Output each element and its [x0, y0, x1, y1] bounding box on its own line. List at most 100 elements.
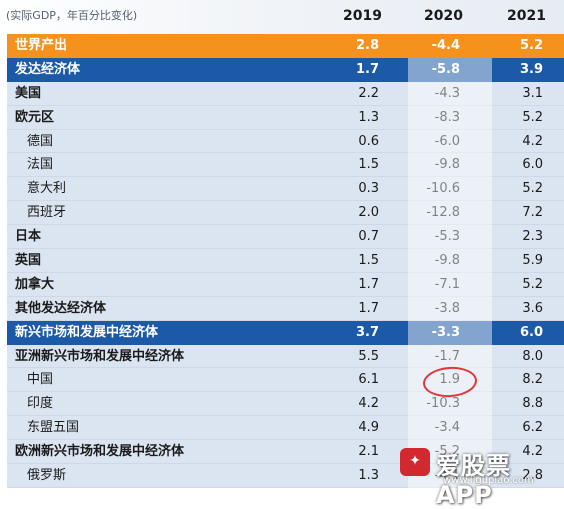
- table-row: 日本 0.7 -5.3 2.3: [7, 225, 564, 250]
- row-label: 日本: [15, 229, 42, 245]
- value-2021: 5.9: [522, 253, 543, 269]
- year-2019-header: 2019: [343, 8, 382, 24]
- table-row: 西班牙 2.0 -12.8 7.2: [7, 201, 564, 226]
- value-2021: 7.2: [522, 205, 543, 221]
- value-2019: 0.3: [358, 181, 379, 197]
- unit-note: (实际GDP，年百分比变化): [6, 9, 138, 22]
- value-2021: 5.2: [519, 38, 543, 53]
- value-2021: 3.6: [522, 300, 543, 316]
- table-row: 其他发达经济体 1.7 -3.8 3.6: [7, 296, 564, 321]
- row-label: 英国: [15, 253, 42, 269]
- table-row: 加拿大 1.7 -7.1 5.2: [7, 272, 564, 297]
- table-row: 发达经济体 1.7 -5.8 3.9: [7, 57, 564, 82]
- value-2021: 6.0: [522, 157, 543, 173]
- value-2019: 0.6: [358, 133, 379, 149]
- value-2020: -3.4: [434, 420, 460, 436]
- value-2021: 2.8: [522, 468, 543, 484]
- table-row: 亚洲新兴市场和发展中经济体 5.5 -1.7 8.0: [7, 344, 564, 369]
- value-2021: 5.2: [522, 276, 543, 292]
- value-2021: 4.2: [522, 444, 543, 460]
- value-2020: -7.1: [434, 276, 460, 292]
- gdp-table: 世界产出 2.8 -4.4 5.2 发达经济体 1.7 -5.8 3.9 美国 …: [7, 34, 564, 488]
- value-2021: 4.2: [522, 133, 543, 149]
- value-2021: 6.0: [519, 324, 543, 340]
- value-2019: 1.5: [358, 157, 379, 173]
- value-2020: -3.3: [431, 324, 460, 340]
- table-header: [0, 0, 564, 34]
- table-row: 中国 6.1 1.9 8.2: [7, 368, 564, 393]
- value-2020: -10.6: [426, 181, 460, 197]
- table-row: 欧元区 1.3 -8.3 5.2: [7, 105, 564, 130]
- value-2020: -4.4: [431, 38, 460, 53]
- row-label: 西班牙: [27, 205, 67, 221]
- row-label: 亚洲新兴市场和发展中经济体: [15, 348, 185, 364]
- value-2020: -5.8: [431, 61, 460, 77]
- value-2020: -5.3: [434, 229, 460, 245]
- value-2021: 6.2: [522, 420, 543, 436]
- value-2019: 1.3: [358, 109, 379, 125]
- value-2020: -9.8: [434, 253, 460, 269]
- app-logo-icon: ✦: [400, 448, 430, 476]
- table-row: 新兴市场和发展中经济体 3.7 -3.3 6.0: [7, 320, 564, 345]
- row-label: 世界产出: [15, 38, 68, 53]
- value-2019: 2.8: [355, 38, 379, 53]
- value-2019: 1.7: [358, 276, 379, 292]
- table-row: 世界产出 2.8 -4.4 5.2: [7, 34, 564, 58]
- row-label: 法国: [27, 157, 54, 173]
- row-label: 欧元区: [15, 109, 55, 125]
- row-label: 发达经济体: [15, 61, 81, 77]
- value-2021: 5.2: [522, 109, 543, 125]
- table-row: 意大利 0.3 -10.6 5.2: [7, 177, 564, 202]
- value-2019: 2.1: [358, 444, 379, 460]
- table-row: 德国 0.6 -6.0 4.2: [7, 129, 564, 154]
- value-2020: -9.8: [434, 157, 460, 173]
- value-2021: 8.8: [522, 396, 543, 412]
- value-2020: -6.0: [434, 133, 460, 149]
- value-2021: 8.0: [522, 348, 543, 364]
- table-row: 美国 2.2 -4.3 3.1: [7, 81, 564, 106]
- year-2020-header: 2020: [424, 8, 463, 24]
- table-row: 东盟五国 4.9 -3.4 6.2: [7, 416, 564, 441]
- value-2019: 1.7: [358, 300, 379, 316]
- value-2020: -8.3: [434, 109, 460, 125]
- value-2020: -12.8: [426, 205, 460, 221]
- row-label: 德国: [27, 133, 54, 149]
- row-label: 美国: [15, 85, 42, 101]
- value-2019: 4.2: [358, 396, 379, 412]
- value-2019: 1.7: [355, 61, 379, 77]
- row-label: 加拿大: [15, 276, 55, 292]
- row-label: 东盟五国: [27, 420, 80, 436]
- table-row: 印度 4.2 -10.3 8.8: [7, 392, 564, 417]
- row-label: 其他发达经济体: [15, 300, 107, 316]
- value-2019: 0.7: [358, 229, 379, 245]
- value-2021: 5.2: [522, 181, 543, 197]
- value-2021: 3.9: [519, 61, 543, 77]
- value-2020: -10.3: [426, 396, 460, 412]
- value-2019: 6.1: [358, 372, 379, 388]
- value-2020: -3.8: [434, 300, 460, 316]
- value-2021: 8.2: [522, 372, 543, 388]
- value-2019: 5.5: [358, 348, 379, 364]
- value-2019: 1.3: [358, 468, 379, 484]
- row-label: 俄罗斯: [27, 468, 67, 484]
- row-label: 新兴市场和发展中经济体: [15, 324, 159, 340]
- value-2020: -4.3: [434, 85, 460, 101]
- row-label: 意大利: [27, 181, 67, 197]
- value-2019: 4.9: [358, 420, 379, 436]
- table-row: 法国 1.5 -9.8 6.0: [7, 153, 564, 178]
- value-2020: -5.2: [434, 444, 460, 460]
- year-2021-header: 2021: [507, 8, 546, 24]
- value-2019: 2.2: [358, 85, 379, 101]
- value-2021: 3.1: [522, 85, 543, 101]
- row-label: 印度: [27, 396, 54, 412]
- value-2020: -1.7: [434, 348, 460, 364]
- value-2019: 3.7: [355, 324, 379, 340]
- watermark: ✦ 爱股票APP www.iigupiao.com: [398, 444, 564, 509]
- table-row: 英国 1.5 -9.8 5.9: [7, 249, 564, 273]
- row-label: 中国: [27, 372, 54, 388]
- value-2019: 2.0: [358, 205, 379, 221]
- watermark-url: www.iigupiao.com: [443, 475, 534, 486]
- value-2019: 1.5: [358, 253, 379, 269]
- row-label: 欧洲新兴市场和发展中经济体: [15, 444, 185, 460]
- value-2021: 2.3: [522, 229, 543, 245]
